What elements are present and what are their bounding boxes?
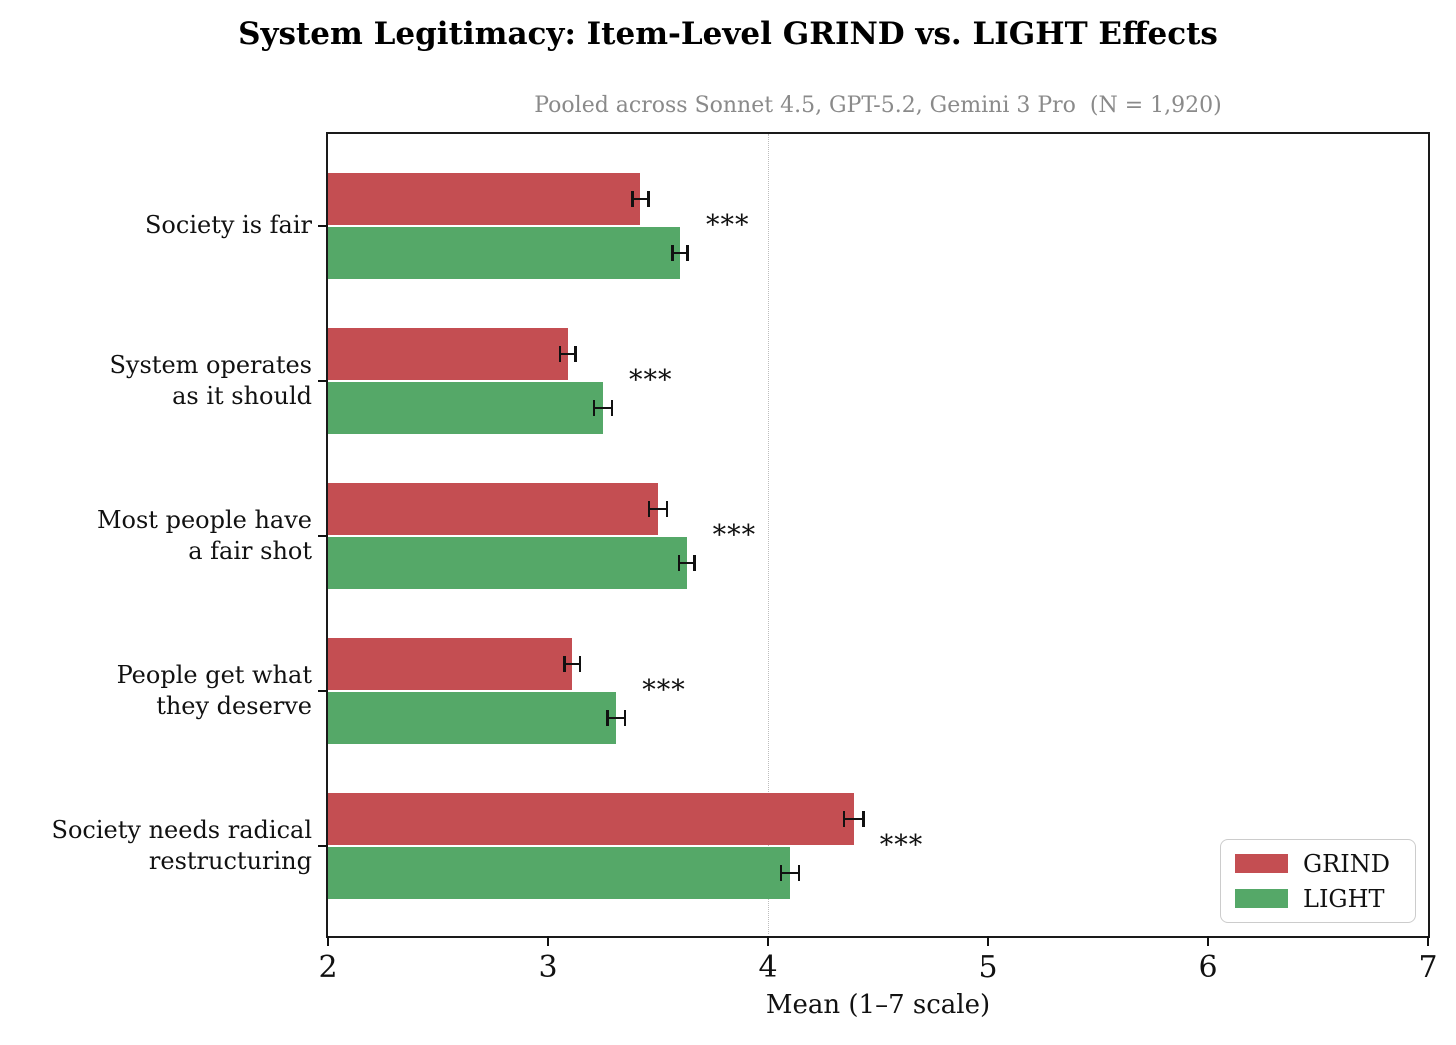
x-tick-5 (987, 936, 989, 946)
error-bar-light-3 (607, 716, 625, 720)
bar-light-1 (328, 381, 603, 434)
significance-stars-1: *** (629, 364, 673, 396)
light-swatch (1235, 889, 1288, 908)
error-cap-left (779, 864, 783, 881)
y-tick-3 (318, 689, 328, 692)
error-bar-light-2 (678, 561, 695, 565)
category-label-2: Most people have a fair shot (96, 505, 312, 565)
chart-subtitle: Pooled across Sonnet 4.5, GPT-5.2, Gemin… (534, 93, 1222, 118)
bar-light-3 (328, 691, 617, 744)
error-bar-light-0 (672, 251, 688, 255)
bar-light-2 (328, 536, 687, 589)
significance-stars-0: *** (706, 209, 750, 241)
error-cap-left (671, 244, 674, 261)
error-bar-grind-2 (649, 507, 667, 511)
category-label-0: Society is fair (144, 211, 312, 240)
error-cap-left (558, 345, 562, 362)
y-tick-0 (318, 224, 328, 227)
x-tick-label-4: 4 (758, 950, 778, 985)
bar-grind-0 (328, 172, 641, 225)
y-tick-4 (318, 844, 328, 847)
error-cap-left (631, 190, 634, 207)
error-bar-grind-3 (564, 662, 580, 666)
bar-light-4 (328, 846, 790, 899)
x-axis-label: Mean (1–7 scale) (765, 990, 991, 1020)
error-bar-light-1 (594, 406, 612, 410)
x-tick-label-7: 7 (1418, 950, 1438, 985)
error-cap-right (647, 190, 650, 207)
error-cap-right (574, 345, 577, 362)
error-cap-left (563, 655, 566, 672)
error-cap-left (606, 709, 609, 726)
x-tick-label-3: 3 (538, 950, 558, 985)
y-tick-2 (318, 534, 328, 537)
error-bar-light-4 (781, 871, 799, 875)
y-tick-1 (318, 379, 328, 382)
legend-row-light: LIGHT (1235, 885, 1401, 913)
error-bar-grind-4 (843, 817, 864, 821)
plot-area: GRIND LIGHT *** *** *** *** *** (326, 132, 1430, 938)
error-cap-left (842, 810, 846, 827)
legend-label-light: LIGHT (1303, 884, 1385, 913)
gridline-x4 (768, 134, 769, 934)
error-bar-grind-0 (632, 197, 649, 201)
bar-light-0 (328, 226, 680, 279)
bar-grind-1 (328, 327, 568, 380)
bar-grind-3 (328, 637, 573, 690)
category-label-3: People get what they deserve (116, 660, 312, 720)
error-cap-left (647, 500, 651, 517)
error-cap-left (677, 554, 681, 571)
error-cap-right (610, 399, 614, 416)
significance-stars-2: *** (712, 519, 757, 551)
grind-swatch (1235, 854, 1288, 873)
significance-stars-4: *** (879, 829, 924, 861)
error-cap-right (693, 554, 696, 571)
x-tick-3 (547, 936, 549, 946)
error-cap-right (623, 709, 627, 726)
legend-row-grind: GRIND (1235, 850, 1401, 878)
error-cap-left (592, 399, 596, 416)
legend-label-grind: GRIND (1303, 849, 1390, 878)
category-label-4: Society needs radical restructuring (51, 815, 312, 875)
error-cap-right (686, 244, 689, 261)
bar-grind-2 (328, 482, 658, 535)
error-cap-right (797, 864, 801, 881)
error-cap-right (862, 810, 865, 827)
legend: GRIND LIGHT (1220, 839, 1416, 923)
error-cap-right (665, 500, 669, 517)
x-tick-2 (327, 936, 329, 946)
bar-grind-4 (328, 792, 854, 845)
x-tick-6 (1207, 936, 1209, 946)
category-label-1: System operates as it should (109, 350, 312, 410)
x-tick-4 (767, 936, 769, 946)
chart-title: System Legitimacy: Item-Level GRIND vs. … (238, 16, 1218, 52)
x-tick-label-2: 2 (318, 950, 338, 985)
x-tick-7 (1427, 936, 1429, 946)
x-tick-label-6: 6 (1198, 950, 1218, 985)
error-bar-grind-1 (560, 352, 576, 356)
x-tick-label-5: 5 (978, 950, 998, 985)
significance-stars-3: *** (642, 674, 686, 706)
error-cap-right (578, 655, 582, 672)
